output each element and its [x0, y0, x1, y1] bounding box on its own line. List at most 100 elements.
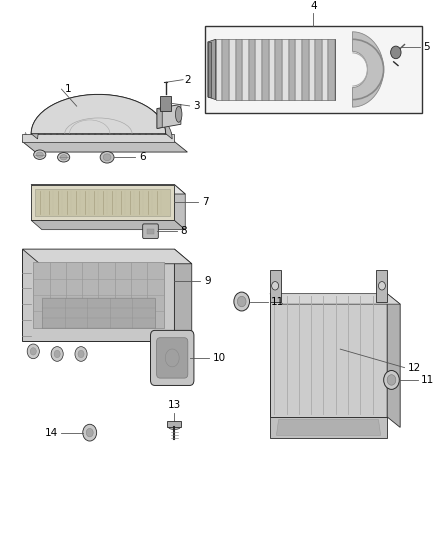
Polygon shape	[270, 417, 387, 438]
Polygon shape	[143, 132, 149, 142]
Bar	[160, 96, 171, 111]
Polygon shape	[236, 39, 241, 100]
Polygon shape	[35, 132, 42, 142]
Ellipse shape	[168, 424, 180, 430]
Text: 14: 14	[45, 427, 58, 438]
Polygon shape	[276, 419, 381, 435]
Text: 2: 2	[184, 75, 191, 85]
Polygon shape	[22, 134, 174, 142]
Polygon shape	[387, 294, 400, 427]
Polygon shape	[22, 249, 192, 264]
Circle shape	[387, 375, 396, 385]
FancyBboxPatch shape	[143, 224, 158, 239]
Polygon shape	[22, 249, 174, 341]
Polygon shape	[270, 294, 400, 304]
Polygon shape	[31, 94, 172, 139]
Polygon shape	[215, 39, 221, 100]
Polygon shape	[268, 39, 274, 100]
Text: 3: 3	[193, 101, 200, 111]
Polygon shape	[136, 132, 143, 142]
Polygon shape	[295, 39, 301, 100]
Bar	[162, 98, 169, 109]
FancyBboxPatch shape	[156, 338, 188, 378]
Text: 7: 7	[202, 197, 208, 207]
Polygon shape	[22, 142, 187, 152]
Polygon shape	[29, 132, 35, 142]
Polygon shape	[229, 39, 234, 100]
Text: 13: 13	[168, 400, 181, 410]
Circle shape	[54, 350, 60, 358]
Polygon shape	[168, 132, 174, 142]
Polygon shape	[92, 132, 99, 142]
Polygon shape	[86, 132, 92, 142]
Polygon shape	[60, 132, 67, 142]
Bar	[35, 189, 170, 216]
Polygon shape	[117, 132, 124, 142]
Polygon shape	[376, 270, 387, 302]
Polygon shape	[22, 132, 29, 142]
Ellipse shape	[60, 155, 67, 160]
Polygon shape	[282, 39, 288, 100]
Polygon shape	[249, 39, 254, 100]
Ellipse shape	[103, 154, 111, 161]
Text: 11: 11	[421, 375, 434, 385]
Polygon shape	[54, 132, 60, 142]
Circle shape	[384, 370, 399, 390]
Polygon shape	[270, 294, 387, 417]
Circle shape	[83, 424, 97, 441]
Polygon shape	[111, 132, 117, 142]
Text: 10: 10	[212, 353, 226, 363]
Circle shape	[391, 46, 401, 59]
Text: 11: 11	[271, 296, 284, 306]
Polygon shape	[242, 39, 248, 100]
Polygon shape	[222, 39, 228, 100]
Polygon shape	[99, 132, 105, 142]
Circle shape	[378, 281, 385, 290]
Polygon shape	[174, 184, 185, 230]
Ellipse shape	[34, 150, 46, 159]
Polygon shape	[149, 132, 155, 142]
Polygon shape	[105, 132, 111, 142]
Circle shape	[75, 346, 87, 361]
Polygon shape	[162, 132, 168, 142]
Polygon shape	[155, 132, 162, 142]
Circle shape	[86, 429, 93, 437]
Polygon shape	[308, 39, 314, 100]
Polygon shape	[33, 262, 163, 328]
Polygon shape	[322, 39, 328, 100]
Ellipse shape	[100, 151, 114, 163]
Polygon shape	[262, 39, 268, 100]
Polygon shape	[215, 39, 335, 100]
Circle shape	[272, 281, 279, 290]
Polygon shape	[315, 39, 321, 100]
Polygon shape	[276, 39, 281, 100]
Polygon shape	[42, 132, 48, 142]
Text: 1: 1	[65, 84, 71, 94]
Text: 4: 4	[310, 2, 317, 12]
Polygon shape	[255, 39, 261, 100]
Polygon shape	[48, 132, 54, 142]
Polygon shape	[157, 104, 181, 128]
Polygon shape	[167, 421, 181, 427]
Polygon shape	[79, 132, 86, 142]
Circle shape	[78, 350, 84, 358]
Ellipse shape	[176, 106, 182, 122]
Polygon shape	[302, 39, 307, 100]
Polygon shape	[31, 184, 174, 220]
Text: 6: 6	[139, 152, 145, 163]
Polygon shape	[289, 39, 294, 100]
Polygon shape	[130, 132, 136, 142]
Circle shape	[51, 346, 63, 361]
Polygon shape	[353, 32, 384, 107]
Bar	[147, 229, 154, 234]
Polygon shape	[208, 39, 215, 100]
Ellipse shape	[57, 152, 70, 162]
Text: 5: 5	[423, 42, 430, 52]
Polygon shape	[174, 249, 192, 356]
Polygon shape	[328, 39, 334, 100]
Polygon shape	[157, 109, 162, 128]
Bar	[205, 26, 422, 112]
Text: 12: 12	[408, 362, 421, 373]
Polygon shape	[67, 132, 73, 142]
FancyBboxPatch shape	[151, 330, 194, 385]
